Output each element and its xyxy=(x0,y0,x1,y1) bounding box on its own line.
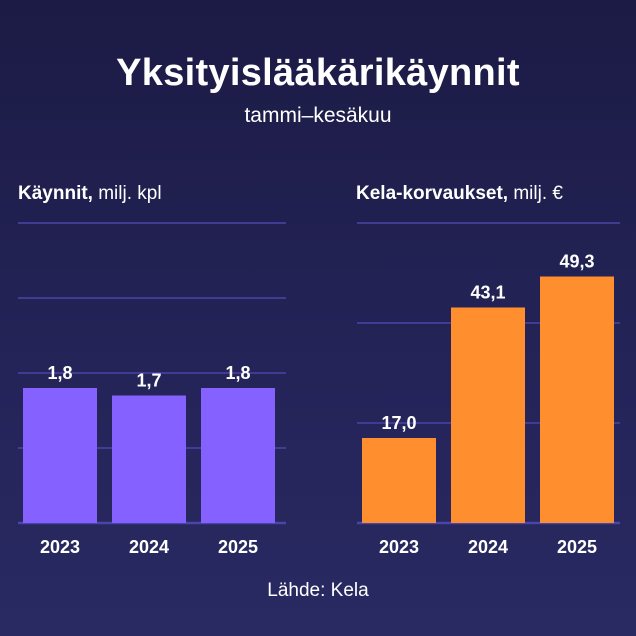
left-bar-2024 xyxy=(112,395,186,523)
left-category-label-2024: 2024 xyxy=(129,537,169,557)
left-value-label-2025: 1,8 xyxy=(225,363,250,383)
left-value-label-2024: 1,7 xyxy=(136,371,161,391)
right-panel-title-unit: milj. € xyxy=(508,183,563,204)
right-bar-2025 xyxy=(540,276,614,523)
left-value-label-2023: 1,8 xyxy=(47,363,72,383)
left-category-label-2023: 2023 xyxy=(40,537,80,557)
left-category-label-2025: 2025 xyxy=(218,537,258,557)
right-value-label-2023: 17,0 xyxy=(381,413,416,433)
chart-title: Yksityislääkärikäynnit xyxy=(116,52,520,94)
left-bar-2023 xyxy=(23,388,97,523)
left-panel-title-unit: milj. kpl xyxy=(92,183,162,204)
chart-subtitle: tammi–kesäkuu xyxy=(244,104,392,127)
right-category-label-2025: 2025 xyxy=(557,537,597,557)
source-note: Lähde: Kela xyxy=(267,580,369,601)
right-panel-title: Kela-korvaukset, milj. € xyxy=(356,183,563,205)
right-category-label-2024: 2024 xyxy=(468,537,508,557)
right-bar-2023 xyxy=(362,438,436,523)
right-panel-title-bold: Kela-korvaukset, xyxy=(356,183,509,204)
right-bar-2024 xyxy=(451,307,525,523)
left-bar-2025 xyxy=(201,388,275,523)
right-value-label-2025: 49,3 xyxy=(559,252,594,272)
left-panel-title-bold: Käynnit, xyxy=(18,183,93,204)
right-value-label-2024: 43,1 xyxy=(470,283,505,303)
right-category-label-2023: 2023 xyxy=(379,537,419,557)
left-panel-title: Käynnit, milj. kpl xyxy=(18,183,162,205)
